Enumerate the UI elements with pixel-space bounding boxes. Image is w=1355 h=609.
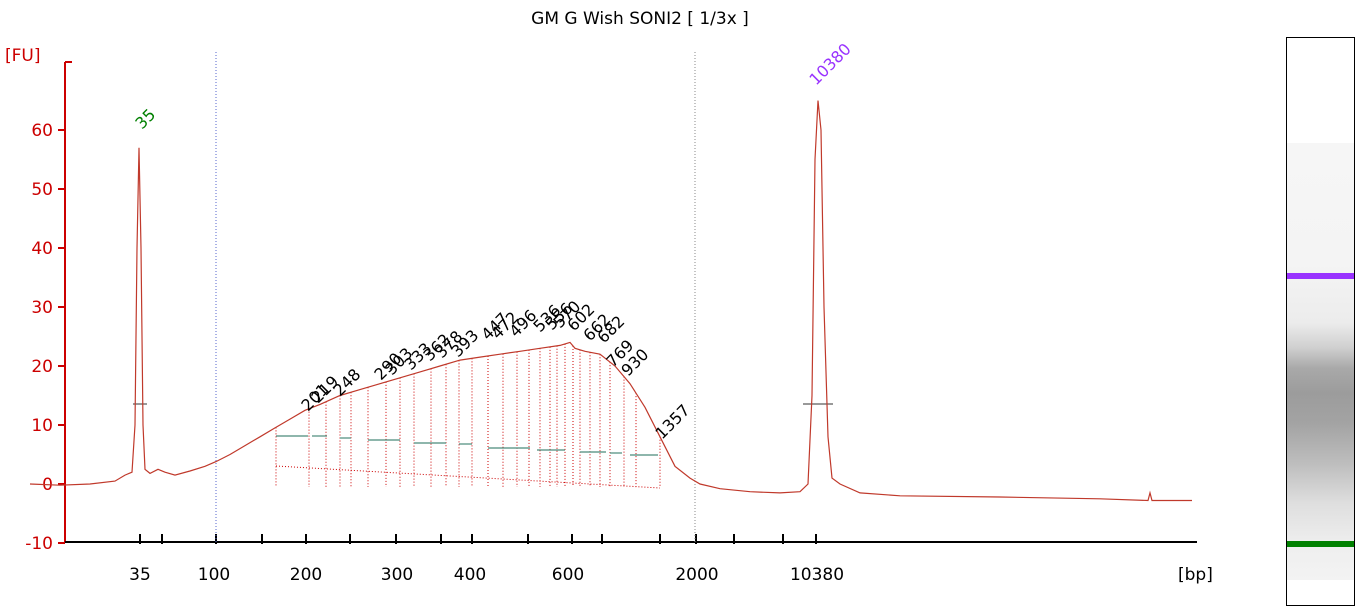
- trace-line: [29, 100, 1192, 502]
- baseline: [275, 465, 661, 489]
- x-tick-label: 600: [552, 565, 584, 585]
- peak-regions: [133, 343, 833, 489]
- peak-label: 248: [329, 365, 364, 400]
- lower-marker-band: [1287, 541, 1354, 547]
- x-tick-label: 10380: [790, 565, 844, 585]
- marker-label: 35: [131, 105, 159, 133]
- y-tick-label: 40: [31, 239, 53, 259]
- x-tick-label: 35: [129, 565, 151, 585]
- x-tick-label: 2000: [675, 565, 718, 585]
- upper-marker-band: [1287, 273, 1354, 279]
- trace: [29, 100, 1192, 502]
- x-tick-label: 100: [198, 565, 230, 585]
- y-tick-label: 60: [31, 121, 53, 141]
- gel-lane: [1287, 143, 1354, 580]
- electropherogram-chart: GM G Wish SONI2 [ 1/3x ] [FU] [bp] -1001…: [5, 9, 1213, 585]
- marker-label: 10380: [805, 39, 854, 88]
- x-axis: 35 100 200 300 400 600 2000 10380: [65, 534, 1197, 585]
- y-tick-label: 10: [31, 416, 53, 436]
- y-tick-label: -10: [25, 534, 53, 554]
- reference-lines: [215, 52, 696, 542]
- x-axis-label: [bp]: [1178, 565, 1213, 585]
- x-tick-label: 300: [381, 565, 413, 585]
- y-axis-label: [FU]: [5, 46, 41, 66]
- gel-image: [1286, 37, 1355, 606]
- peak-label: 1357: [651, 401, 693, 443]
- y-tick-label: 30: [31, 298, 53, 318]
- y-tick-label: 20: [31, 357, 53, 377]
- chart-title: GM G Wish SONI2 [ 1/3x ]: [531, 9, 749, 29]
- x-tick-label: 400: [454, 565, 486, 585]
- y-tick-label: 50: [31, 180, 53, 200]
- x-tick-label: 200: [290, 565, 322, 585]
